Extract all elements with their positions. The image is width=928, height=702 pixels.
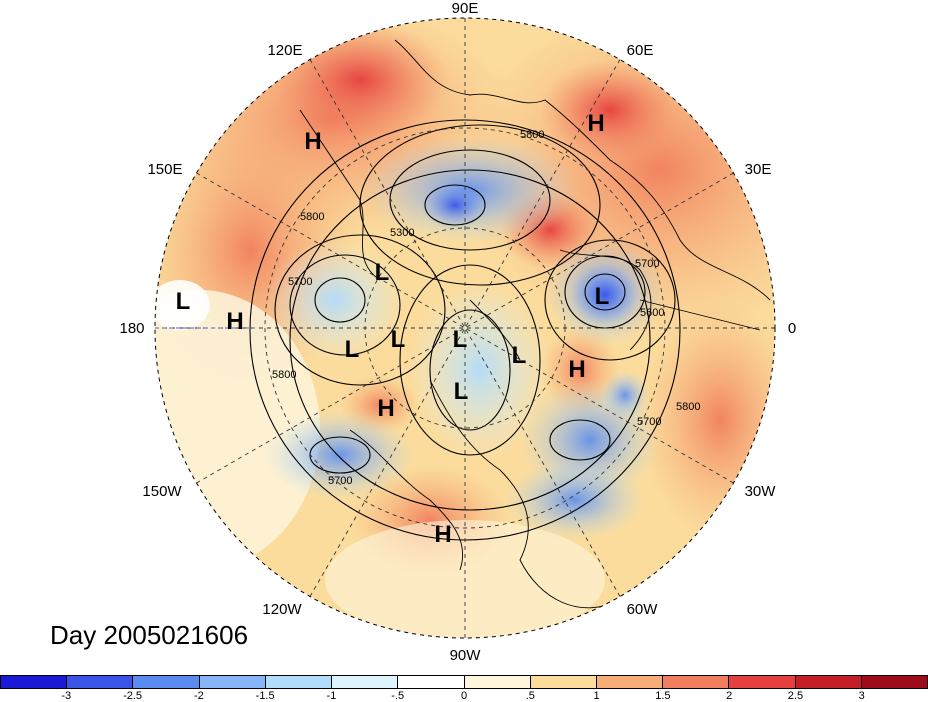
colorbar-tick-label: -2.5 bbox=[123, 690, 143, 702]
pressure-centers: H H L L H L L L L L H L H H bbox=[176, 110, 610, 548]
colorbar-swatch bbox=[133, 676, 200, 688]
lon-label-180: 180 bbox=[119, 320, 144, 337]
colorbar-tick-label: 2.5 bbox=[787, 690, 804, 702]
contour-label: 5700 bbox=[637, 416, 661, 428]
colorbar-labels: -3 -2.5 -2 -1.5 -1 -.5 0 .5 1 1.5 2 2.5 3 bbox=[0, 690, 928, 702]
contour-label: 5600 bbox=[640, 307, 664, 319]
contour-label: 5800 bbox=[676, 401, 700, 413]
contour-label: 5700 bbox=[328, 475, 352, 487]
low-center: L bbox=[391, 326, 406, 353]
low-center: L bbox=[345, 336, 360, 363]
colorbar-tick-label: 3 bbox=[858, 690, 865, 702]
lon-label-30w: 30W bbox=[745, 483, 777, 500]
colorbar-swatch bbox=[67, 676, 134, 688]
lon-label-0: 0 bbox=[788, 320, 796, 337]
colorbar-swatch bbox=[199, 676, 266, 688]
colorbar-swatch bbox=[663, 676, 730, 688]
low-center: L bbox=[595, 283, 610, 310]
colorbar-tick-label: -1.5 bbox=[255, 690, 275, 702]
low-center: L bbox=[375, 259, 390, 286]
polar-map: 90E 60E 30E 0 30W 60W 90W 120W 150W 180 … bbox=[119, 0, 796, 664]
low-center: L bbox=[454, 378, 469, 405]
lon-label-60w: 60W bbox=[627, 601, 659, 618]
colorbar bbox=[0, 675, 928, 689]
anomaly-field bbox=[155, 18, 775, 638]
colorbar-tick-label: 1.5 bbox=[655, 690, 671, 702]
high-center: H bbox=[568, 356, 585, 383]
colorbar-swatch bbox=[332, 676, 399, 688]
contour-labels: 5800 5300 5700 5600 5700 5800 5700 5800 … bbox=[272, 129, 700, 487]
longitude-labels: 90E 60E 30E 0 30W 60W 90W 120W 150W 180 … bbox=[119, 0, 796, 664]
colorbar-tick-label: 0 bbox=[460, 690, 468, 702]
contour-label: 5800 bbox=[272, 369, 296, 381]
high-center: H bbox=[377, 395, 394, 422]
colorbar-tick-label: .5 bbox=[525, 690, 535, 702]
lon-label-30e: 30E bbox=[745, 161, 772, 178]
figure-title: Day 2005021606 bbox=[50, 620, 249, 650]
colorbar-swatch bbox=[729, 676, 796, 688]
lon-label-120e: 120E bbox=[267, 42, 302, 59]
contour-label: 5700 bbox=[288, 276, 312, 288]
colorbar-tick-label: -3 bbox=[61, 690, 72, 702]
colorbar-swatch bbox=[265, 676, 333, 688]
lon-label-150w: 150W bbox=[142, 483, 182, 500]
low-center: L bbox=[512, 342, 527, 369]
low-center: L bbox=[453, 326, 468, 353]
colorbar-swatch bbox=[398, 676, 465, 688]
high-center: H bbox=[434, 521, 451, 548]
lon-label-150e: 150E bbox=[147, 161, 182, 178]
lon-label-120w: 120W bbox=[262, 601, 302, 618]
lon-label-90e: 90E bbox=[452, 0, 479, 17]
colorbar-tick-label: -2 bbox=[193, 690, 204, 702]
colorbar-swatch bbox=[795, 676, 862, 688]
colorbar-swatch bbox=[861, 676, 928, 688]
contour-label: 5800 bbox=[520, 129, 544, 141]
contour-label: 5300 bbox=[390, 227, 414, 239]
map-boundary bbox=[154, 17, 776, 639]
high-center: H bbox=[304, 128, 321, 155]
colorbar-swatch bbox=[530, 676, 597, 688]
high-center: H bbox=[226, 308, 243, 335]
low-center: L bbox=[176, 288, 191, 315]
colorbar-swatch bbox=[1, 676, 68, 688]
colorbar-swatch bbox=[464, 676, 531, 688]
colorbar-swatch bbox=[596, 676, 664, 688]
graticule bbox=[155, 18, 775, 638]
colorbar-tick-label: 2 bbox=[726, 690, 733, 702]
height-contours bbox=[249, 119, 681, 541]
colorbar-tick-label: -.5 bbox=[391, 690, 405, 702]
colorbar-tick-label: -1 bbox=[326, 690, 337, 702]
colorbar-tick-label: 1 bbox=[593, 690, 600, 702]
high-center: H bbox=[587, 110, 604, 137]
lon-label-60e: 60E bbox=[627, 42, 654, 59]
contour-label: 5700 bbox=[635, 258, 659, 270]
lon-label-90w: 90W bbox=[450, 647, 482, 664]
contour-label: 5800 bbox=[300, 211, 324, 223]
